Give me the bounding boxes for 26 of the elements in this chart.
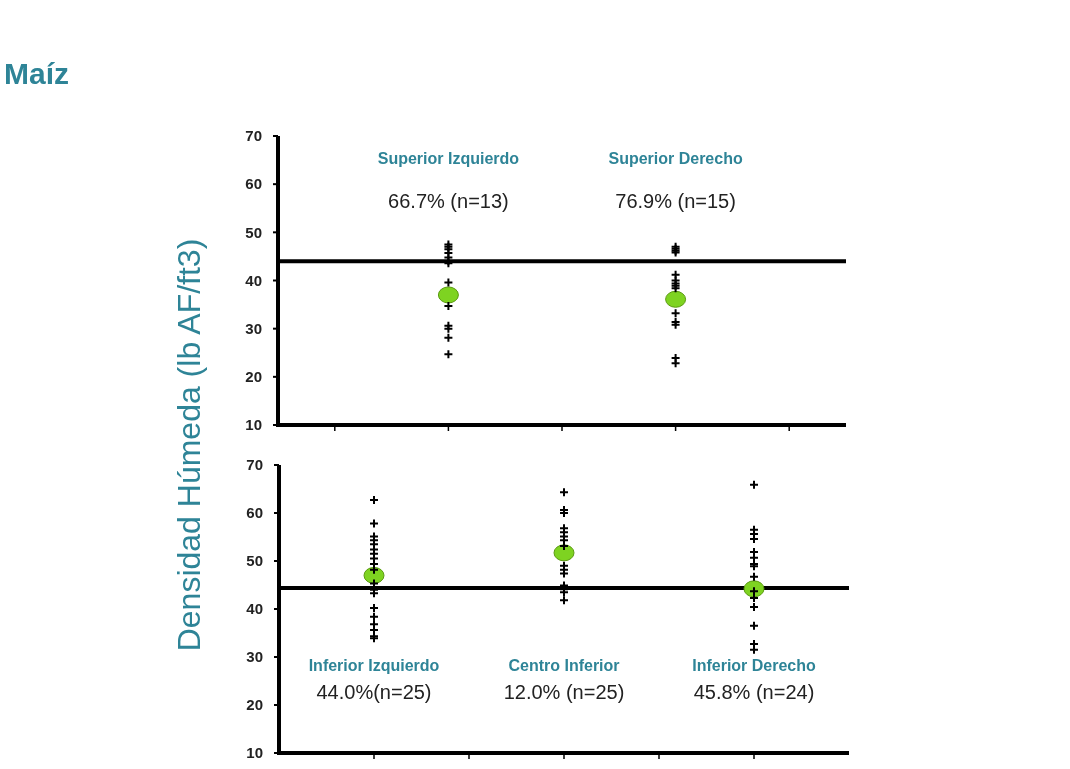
y-axis-title: Densidad Húmeda (lb AF/ft3): [171, 238, 207, 652]
text: Maíz: [4, 57, 70, 90]
y-tick-label: 10: [246, 744, 263, 762]
y-tick-label: 70: [246, 456, 263, 474]
annotation: Superior Derecho: [608, 150, 743, 167]
y-tick-label: 10: [245, 416, 262, 434]
annotation: 45.8% (n=24): [693, 681, 815, 703]
annotation: Superior Izquierdo: [377, 150, 520, 167]
y-tick-label: 30: [245, 319, 262, 337]
y-tick-label: 40: [245, 271, 262, 289]
annotation: Inferior Derecho: [692, 657, 817, 674]
y-tick-label: 50: [245, 223, 262, 241]
annotation: 66.7% (n=13): [388, 190, 509, 212]
annotation: 12.0% (n=25): [503, 681, 625, 703]
y-tick-label: 70: [245, 127, 262, 145]
annotation: 76.9% (n=15): [615, 190, 736, 212]
y-tick-label: 40: [246, 600, 263, 618]
y-tick-label: 50: [246, 552, 263, 570]
y-tick-label: 20: [246, 696, 263, 714]
annotation: Inferior Izquierdo: [308, 657, 440, 674]
y-tick-label: 20: [245, 368, 262, 386]
annotation: Centro Inferior: [508, 657, 620, 674]
y-tick-label: 60: [245, 175, 262, 193]
y-tick-label: 30: [246, 648, 263, 666]
y-tick-label: 60: [246, 504, 263, 522]
annotation: 44.0%(n=25): [316, 681, 432, 703]
